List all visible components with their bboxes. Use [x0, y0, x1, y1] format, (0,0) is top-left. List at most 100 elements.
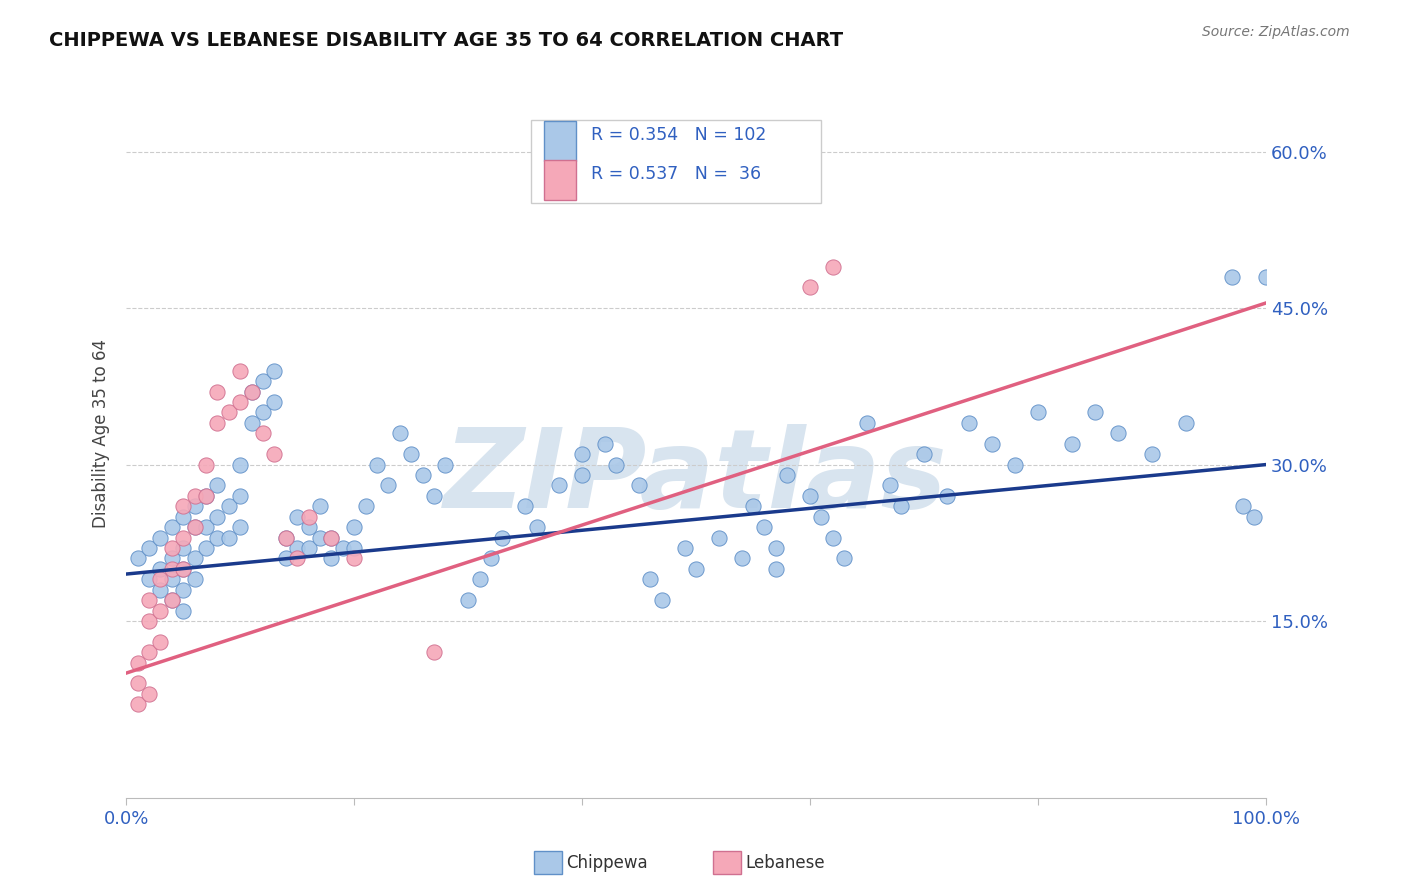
Point	[183, 551, 205, 566]
Point	[457, 593, 479, 607]
Point	[195, 520, 218, 534]
Point	[172, 500, 194, 514]
FancyBboxPatch shape	[544, 160, 576, 200]
Point	[263, 364, 285, 378]
Text: CHIPPEWA VS LEBANESE DISABILITY AGE 35 TO 64 CORRELATION CHART: CHIPPEWA VS LEBANESE DISABILITY AGE 35 T…	[49, 31, 844, 50]
Point	[172, 541, 194, 555]
Point	[149, 531, 172, 545]
Point	[640, 572, 662, 586]
Point	[172, 509, 194, 524]
Point	[309, 531, 332, 545]
FancyBboxPatch shape	[531, 120, 821, 203]
Point	[742, 500, 765, 514]
Point	[821, 260, 844, 274]
Point	[207, 384, 229, 399]
Point	[412, 468, 434, 483]
Point	[366, 458, 388, 472]
Point	[388, 426, 411, 441]
Point	[160, 551, 183, 566]
Point	[138, 572, 160, 586]
Point	[172, 562, 194, 576]
Point	[127, 676, 149, 690]
Point	[935, 489, 957, 503]
Point	[285, 541, 308, 555]
Point	[526, 520, 548, 534]
Point	[399, 447, 422, 461]
Point	[160, 593, 183, 607]
Point	[673, 541, 696, 555]
Point	[183, 500, 205, 514]
Point	[195, 489, 218, 503]
Point	[263, 447, 285, 461]
Point	[1254, 270, 1277, 285]
Point	[229, 489, 252, 503]
Point	[160, 562, 183, 576]
Point	[707, 531, 730, 545]
Point	[138, 614, 160, 628]
Point	[195, 458, 218, 472]
Point	[321, 531, 343, 545]
Point	[240, 416, 263, 430]
Point	[138, 645, 160, 659]
Point	[879, 478, 901, 492]
Point	[468, 572, 491, 586]
Point	[548, 478, 571, 492]
Point	[172, 603, 194, 617]
Point	[160, 520, 183, 534]
Point	[685, 562, 707, 576]
Point	[628, 478, 651, 492]
Point	[321, 531, 343, 545]
Point	[274, 531, 297, 545]
Point	[149, 562, 172, 576]
Point	[160, 541, 183, 555]
Point	[434, 458, 457, 472]
Point	[138, 593, 160, 607]
Point	[513, 500, 536, 514]
Text: ZIPatlas: ZIPatlas	[444, 424, 948, 531]
Point	[149, 603, 172, 617]
Point	[765, 541, 787, 555]
Point	[343, 551, 366, 566]
Point	[959, 416, 981, 430]
Text: Chippewa: Chippewa	[567, 855, 648, 872]
Text: R = 0.354   N = 102: R = 0.354 N = 102	[591, 127, 766, 145]
Point	[127, 551, 149, 566]
Point	[274, 551, 297, 566]
Point	[571, 447, 593, 461]
Point	[810, 509, 832, 524]
FancyBboxPatch shape	[544, 121, 576, 161]
Point	[1243, 509, 1265, 524]
Point	[274, 531, 297, 545]
Text: Source: ZipAtlas.com: Source: ZipAtlas.com	[1202, 25, 1350, 39]
Point	[218, 531, 240, 545]
Point	[354, 500, 377, 514]
Point	[423, 645, 446, 659]
Point	[138, 687, 160, 701]
Point	[730, 551, 752, 566]
Point	[981, 436, 1004, 450]
Point	[183, 520, 205, 534]
Point	[127, 698, 149, 712]
Point	[183, 520, 205, 534]
Point	[1084, 405, 1107, 419]
Point	[332, 541, 354, 555]
Point	[297, 509, 319, 524]
Point	[195, 541, 218, 555]
Point	[571, 468, 593, 483]
Point	[240, 384, 263, 399]
Point	[172, 562, 194, 576]
Point	[172, 582, 194, 597]
Point	[297, 520, 319, 534]
Point	[218, 405, 240, 419]
Point	[252, 374, 274, 388]
Point	[479, 551, 502, 566]
Point	[343, 541, 366, 555]
Point	[207, 509, 229, 524]
Point	[172, 531, 194, 545]
Point	[754, 520, 776, 534]
Point	[321, 551, 343, 566]
Point	[605, 458, 627, 472]
Point	[229, 520, 252, 534]
Point	[195, 489, 218, 503]
Point	[160, 572, 183, 586]
